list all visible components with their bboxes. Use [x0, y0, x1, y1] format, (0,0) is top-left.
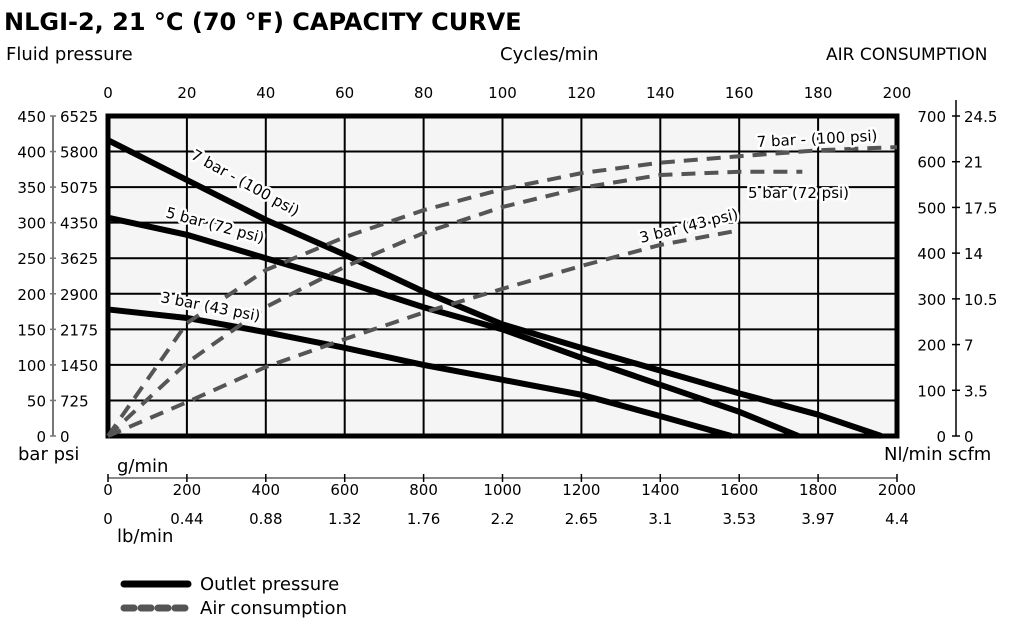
- right-tick-scfm: 14: [964, 245, 983, 263]
- right-tick-nl: 300: [917, 291, 946, 309]
- bottom-tick-g: 1000: [483, 481, 521, 499]
- left-tick-psi: 3625: [60, 250, 98, 268]
- bottom-axis1-label: g/min: [117, 456, 168, 477]
- bottom-tick-g: 1400: [641, 481, 679, 499]
- left-tick-psi: 725: [60, 392, 89, 410]
- right-tick-scfm: 7: [964, 337, 974, 355]
- outlet-pressure-line-1: [107, 214, 800, 439]
- bottom-tick-lb: 2.2: [491, 510, 515, 528]
- chart-title: NLGI-2, 21 °C (70 °F) CAPACITY CURVE: [4, 8, 522, 36]
- air-consumption-line-3: [106, 145, 898, 438]
- top-tick-label: 120: [567, 84, 596, 102]
- right-tick-scfm: 0: [964, 428, 974, 446]
- bottom-tick-g: 0: [103, 481, 113, 499]
- bottom-tick-g: 200: [173, 481, 202, 499]
- left-units: bar psi: [18, 444, 79, 465]
- right-units: Nl/min scfm: [884, 444, 991, 465]
- bottom-tick-g: 600: [330, 481, 359, 499]
- bottom-tick-g: 1800: [799, 481, 837, 499]
- left-tick-bar: 300: [17, 215, 46, 233]
- right-tick-nl: 100: [917, 382, 946, 400]
- top-tick-label: 160: [725, 84, 754, 102]
- left-tick-psi: 2900: [60, 286, 98, 304]
- right-axis-title: AIR CONSUMPTION: [826, 45, 987, 65]
- air-label-5bar: 5 bar (72 psi): [748, 184, 849, 202]
- left-tick-bar: 100: [17, 357, 46, 375]
- top-tick-label: 20: [177, 84, 196, 102]
- bottom-tick-lb: 3.53: [722, 510, 755, 528]
- left-tick-bar: 450: [17, 108, 46, 126]
- left-tick-bar: 0: [36, 428, 46, 446]
- left-tick-psi: 4350: [60, 215, 98, 233]
- bottom-tick-lb: 3.97: [801, 510, 834, 528]
- bottom-tick-lb: 1.32: [328, 510, 361, 528]
- left-tick-psi: 2175: [60, 321, 98, 339]
- top-tick-label: 140: [646, 84, 675, 102]
- bottom-tick-g: 1600: [720, 481, 758, 499]
- bottom-tick-lb: 0.44: [170, 510, 203, 528]
- right-tick-nl: 600: [917, 154, 946, 172]
- bottom-tick-lb: 0.88: [249, 510, 282, 528]
- left-tick-bar: 250: [17, 250, 46, 268]
- outlet-pressure-line-2: [107, 306, 733, 439]
- top-tick-label: 60: [335, 84, 354, 102]
- legend: Outlet pressure Air consumption: [120, 574, 347, 619]
- bottom-tick-g: 2000: [878, 481, 916, 499]
- right-tick-nl: 200: [917, 337, 946, 355]
- bottom-tick-lb: 3.1: [648, 510, 672, 528]
- left-tick-psi: 1450: [60, 357, 98, 375]
- right-tick-nl: 0: [936, 428, 946, 446]
- left-tick-psi: 5800: [60, 144, 98, 162]
- right-tick-scfm: 21: [964, 154, 983, 172]
- right-tick-nl: 400: [917, 245, 946, 263]
- left-tick-psi: 5075: [60, 179, 98, 197]
- right-tick-scfm: 3.5: [964, 382, 988, 400]
- right-tick-scfm: 10.5: [964, 291, 997, 309]
- bottom-tick-g: 400: [251, 481, 280, 499]
- top-tick-label: 100: [488, 84, 517, 102]
- left-tick-bar: 350: [17, 179, 46, 197]
- top-tick-label: 80: [414, 84, 433, 102]
- plot-frame: [105, 113, 900, 439]
- left-tick-psi: 0: [60, 428, 70, 446]
- right-tick-nl: 500: [917, 199, 946, 217]
- right-tick-nl: 700: [917, 108, 946, 126]
- bottom-tick-g: 1200: [562, 481, 600, 499]
- bottom-tick-lb: 4.4: [885, 510, 909, 528]
- left-tick-bar: 150: [17, 321, 46, 339]
- right-tick-scfm: 17.5: [964, 199, 997, 217]
- left-tick-bar: 50: [27, 392, 46, 410]
- bottom-axis2-label: lb/min: [117, 526, 173, 547]
- bottom-tick-lb: 1.76: [407, 510, 440, 528]
- top-tick-label: 200: [883, 84, 912, 102]
- left-tick-psi: 6525: [60, 108, 98, 126]
- bottom-tick-lb: 0: [103, 510, 113, 528]
- right-tick-scfm: 24.5: [964, 108, 997, 126]
- legend-outlet-label: Outlet pressure: [200, 574, 339, 595]
- left-tick-bar: 200: [17, 286, 46, 304]
- left-tick-bar: 400: [17, 144, 46, 162]
- air-consumption-line-5: [107, 228, 740, 438]
- left-axis-title: Fluid pressure: [6, 44, 133, 65]
- top-tick-label: 40: [256, 84, 275, 102]
- bottom-tick-lb: 2.65: [565, 510, 598, 528]
- top-axis-title: Cycles/min: [500, 44, 599, 65]
- top-tick-label: 180: [804, 84, 833, 102]
- top-tick-label: 0: [103, 84, 113, 102]
- outlet-pressure-line-0: [106, 137, 883, 439]
- bottom-tick-g: 800: [409, 481, 438, 499]
- legend-air-label: Air consumption: [200, 598, 347, 619]
- air-consumption-line-4: [106, 169, 803, 438]
